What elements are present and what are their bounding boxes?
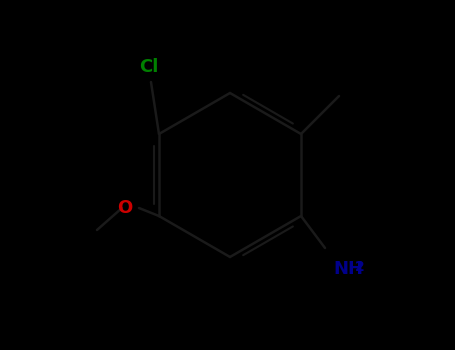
Text: O: O — [117, 199, 132, 217]
Text: NH: NH — [333, 260, 363, 278]
Text: Cl: Cl — [139, 58, 159, 76]
Text: 2: 2 — [355, 260, 365, 274]
